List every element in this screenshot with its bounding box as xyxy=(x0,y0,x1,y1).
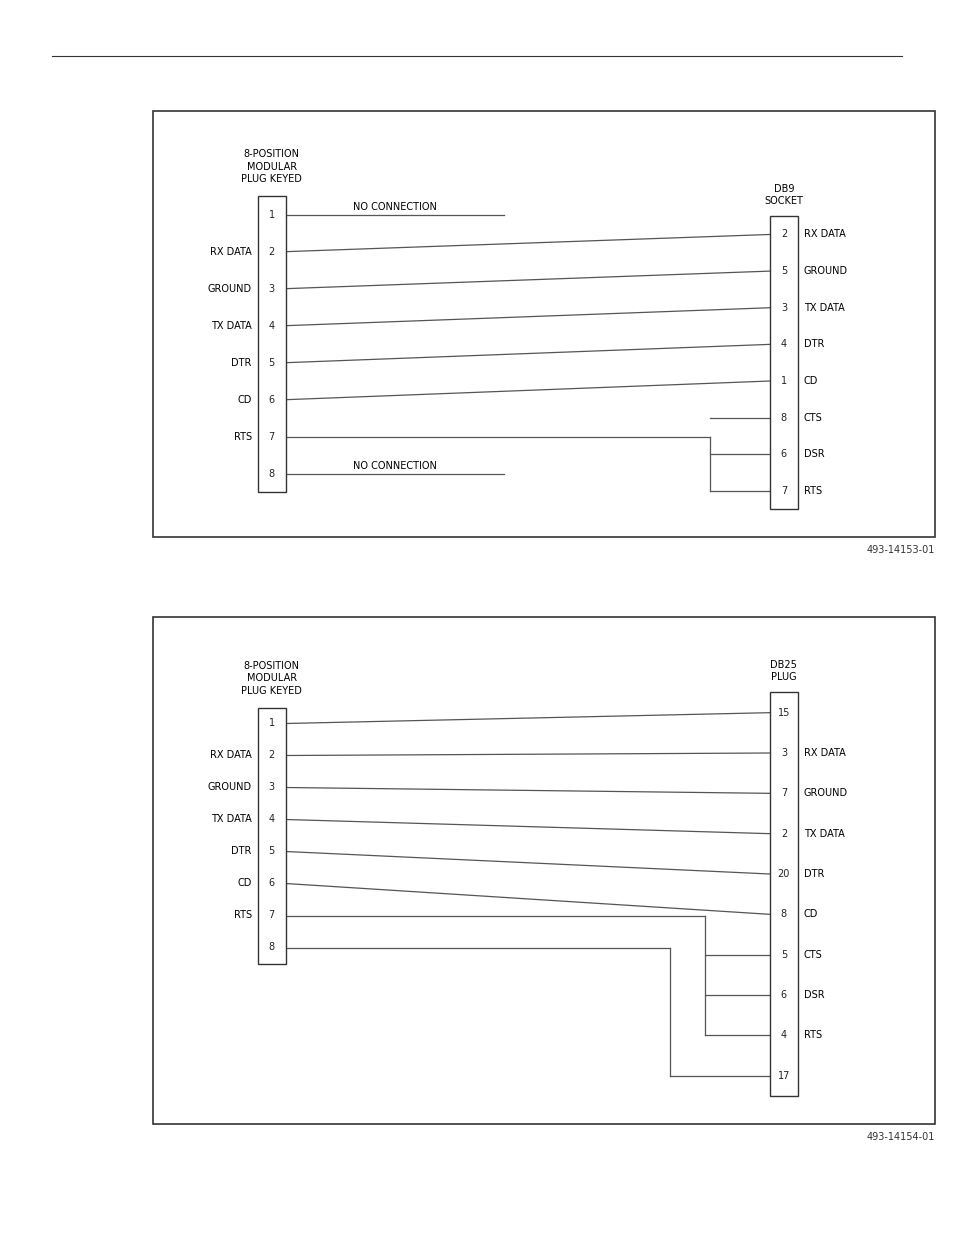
Text: 5: 5 xyxy=(780,950,786,960)
Text: RTS: RTS xyxy=(233,432,252,442)
Text: DSR: DSR xyxy=(803,450,823,459)
Text: DB25
PLUG: DB25 PLUG xyxy=(770,659,797,683)
Text: DTR: DTR xyxy=(803,869,823,879)
Text: RX DATA: RX DATA xyxy=(210,247,252,257)
Text: TX DATA: TX DATA xyxy=(803,829,843,839)
Text: NO CONNECTION: NO CONNECTION xyxy=(353,461,436,471)
Text: 20: 20 xyxy=(777,869,789,879)
Bar xyxy=(152,111,934,537)
Text: 2: 2 xyxy=(780,829,786,839)
Text: GROUND: GROUND xyxy=(208,284,252,294)
Text: TX DATA: TX DATA xyxy=(211,815,252,825)
Text: 6: 6 xyxy=(781,990,786,1000)
Text: CD: CD xyxy=(803,909,818,919)
Text: RTS: RTS xyxy=(803,485,821,496)
Text: RTS: RTS xyxy=(803,1030,821,1040)
Text: 5: 5 xyxy=(780,266,786,277)
Text: CTS: CTS xyxy=(803,412,821,422)
Text: 493-14153-01: 493-14153-01 xyxy=(865,545,934,556)
Text: 2: 2 xyxy=(780,230,786,240)
Text: DTR: DTR xyxy=(231,846,252,857)
Text: 6: 6 xyxy=(269,395,274,405)
Text: 8-POSITION
MODULAR
PLUG KEYED: 8-POSITION MODULAR PLUG KEYED xyxy=(241,661,302,695)
Text: DSR: DSR xyxy=(803,990,823,1000)
Text: 2: 2 xyxy=(268,751,274,761)
Text: GROUND: GROUND xyxy=(803,788,847,798)
Text: 1: 1 xyxy=(269,210,274,220)
Text: CD: CD xyxy=(237,395,252,405)
Text: 8: 8 xyxy=(269,942,274,952)
Text: 7: 7 xyxy=(268,432,274,442)
Text: 5: 5 xyxy=(268,358,274,368)
Text: RX DATA: RX DATA xyxy=(803,748,844,758)
Text: 7: 7 xyxy=(780,788,786,798)
Text: 4: 4 xyxy=(269,321,274,331)
Text: 3: 3 xyxy=(269,783,274,793)
Text: RX DATA: RX DATA xyxy=(210,751,252,761)
Bar xyxy=(769,693,797,1095)
Text: 4: 4 xyxy=(781,1030,786,1040)
Text: 1: 1 xyxy=(269,719,274,729)
Text: 4: 4 xyxy=(781,340,786,350)
Text: 8: 8 xyxy=(269,469,274,479)
Text: DTR: DTR xyxy=(231,358,252,368)
Text: GROUND: GROUND xyxy=(803,266,847,277)
Text: NO CONNECTION: NO CONNECTION xyxy=(353,201,436,211)
Text: 6: 6 xyxy=(269,878,274,888)
Bar xyxy=(257,708,285,963)
Text: 3: 3 xyxy=(269,284,274,294)
Text: TX DATA: TX DATA xyxy=(803,303,843,312)
Text: CD: CD xyxy=(803,375,818,387)
Text: CD: CD xyxy=(237,878,252,888)
Text: 2: 2 xyxy=(268,247,274,257)
Text: 3: 3 xyxy=(781,303,786,312)
Text: RX DATA: RX DATA xyxy=(803,230,844,240)
Text: 4: 4 xyxy=(269,815,274,825)
Bar xyxy=(769,216,797,509)
Text: 5: 5 xyxy=(268,846,274,857)
Text: RTS: RTS xyxy=(233,910,252,920)
Text: 15: 15 xyxy=(777,708,789,718)
Text: 8-POSITION
MODULAR
PLUG KEYED: 8-POSITION MODULAR PLUG KEYED xyxy=(241,149,302,184)
Text: 17: 17 xyxy=(777,1071,789,1081)
Text: GROUND: GROUND xyxy=(208,783,252,793)
Text: 7: 7 xyxy=(780,485,786,496)
Bar xyxy=(152,618,934,1124)
Text: 6: 6 xyxy=(781,450,786,459)
Text: 493-14154-01: 493-14154-01 xyxy=(865,1131,934,1142)
Text: DTR: DTR xyxy=(803,340,823,350)
Text: 3: 3 xyxy=(781,748,786,758)
Text: 7: 7 xyxy=(268,910,274,920)
Text: 8: 8 xyxy=(781,412,786,422)
Text: 8: 8 xyxy=(781,909,786,919)
Text: DB9
SOCKET: DB9 SOCKET xyxy=(763,184,802,206)
Text: CTS: CTS xyxy=(803,950,821,960)
Text: 1: 1 xyxy=(781,375,786,387)
Text: TX DATA: TX DATA xyxy=(211,321,252,331)
Bar xyxy=(257,196,285,493)
